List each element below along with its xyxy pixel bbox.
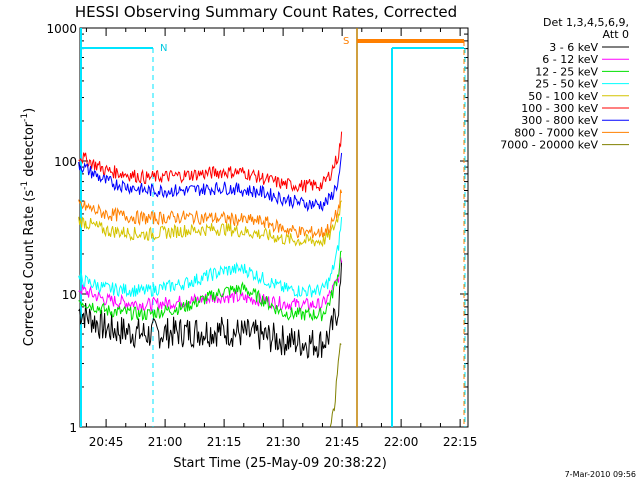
saa-flag-label: S bbox=[343, 36, 349, 47]
legend-header-line1: Det 1,3,4,5,6,9, bbox=[543, 16, 629, 29]
series-line-6 bbox=[78, 152, 343, 213]
plot-frame bbox=[79, 27, 469, 428]
footer-date: 7-Mar-2010 09:56 bbox=[565, 470, 636, 479]
legend-label: 800 - 7000 keV bbox=[514, 126, 598, 139]
legend-label: 100 - 300 keV bbox=[521, 102, 598, 115]
series-line-0 bbox=[78, 260, 343, 359]
legend-label: 300 - 800 keV bbox=[521, 114, 598, 127]
flag-layer: N S bbox=[80, 28, 466, 427]
legend-label: 7000 - 20000 keV bbox=[500, 139, 598, 152]
y-axis-label-main: Corrected Count Rate (s bbox=[22, 190, 37, 347]
x-tick-label: 21:00 bbox=[148, 435, 183, 449]
y-tick-label: 100 bbox=[54, 155, 77, 169]
legend-label: 6 - 12 keV bbox=[542, 53, 598, 66]
legend-label: 50 - 100 keV bbox=[528, 90, 598, 103]
series-line-5 bbox=[78, 131, 343, 193]
y-tick-label: 1000 bbox=[46, 22, 77, 36]
x-axis: 20:45 21:00 21:15 21:30 21:45 22:00 22:15 bbox=[85, 28, 478, 449]
y-axis-label-end: ) bbox=[22, 108, 37, 113]
plot-area bbox=[79, 27, 469, 428]
series-line-7 bbox=[78, 189, 343, 239]
series-line-1 bbox=[78, 257, 343, 313]
legend-label: 25 - 50 keV bbox=[535, 78, 598, 91]
legend-header-line2: Att 0 bbox=[603, 28, 629, 41]
y-tick-label: 10 bbox=[62, 288, 77, 302]
x-tick-label: 22:15 bbox=[443, 435, 478, 449]
series-line-4 bbox=[78, 200, 343, 248]
x-axis-label: Start Time (25-May-09 20:38:22) bbox=[173, 456, 387, 471]
series-line-2 bbox=[78, 250, 342, 322]
legend-label: 12 - 25 keV bbox=[535, 65, 598, 78]
legend-label: 3 - 6 keV bbox=[549, 41, 598, 54]
x-tick-label: 21:30 bbox=[266, 435, 301, 449]
x-tick-label: 20:45 bbox=[89, 435, 124, 449]
y-tick-label: 1 bbox=[69, 421, 77, 435]
y-axis-label-mid: detector bbox=[22, 121, 37, 181]
y-axis-label: Corrected Count Rate (s-1 detector-1) bbox=[20, 108, 37, 346]
y-axis-label-sup1: -1 bbox=[20, 181, 30, 190]
night-flag-label: N bbox=[160, 43, 167, 54]
chart-title: HESSI Observing Summary Count Rates, Cor… bbox=[75, 3, 457, 21]
y-axis: 1 10 100 1000 bbox=[46, 22, 468, 435]
series-line-3 bbox=[78, 216, 343, 299]
x-tick-label: 22:00 bbox=[384, 435, 419, 449]
x-tick-label: 21:15 bbox=[207, 435, 242, 449]
series-layer bbox=[78, 131, 343, 427]
x-tick-label: 21:45 bbox=[325, 435, 360, 449]
series-line-8 bbox=[329, 342, 342, 427]
y-axis-label-sup2: -1 bbox=[20, 113, 30, 122]
